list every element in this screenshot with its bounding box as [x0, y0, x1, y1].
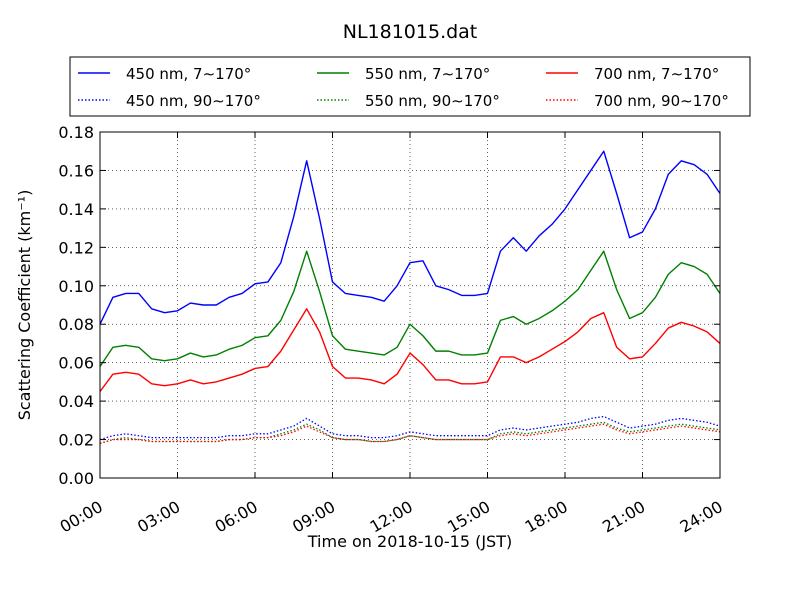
plot-area: 00:00 03:00 06:00 09:00 12:00 15:00 18:00 21:00… [57, 123, 726, 537]
legend-item: 550 nm, 90∼170° [317, 92, 500, 110]
legend-item: 450 nm, 7∼170° [78, 65, 251, 83]
legend-item: 550 nm, 7∼170° [317, 65, 490, 83]
y-tick-label: 0.16 [58, 161, 94, 180]
legend-box [69, 56, 751, 117]
y-tick-label: 0.04 [58, 392, 94, 411]
legend-label: 700 nm, 7∼170° [594, 65, 719, 83]
series-layer [99, 150, 721, 445]
x-axis-label: Time on 2018-10-15 (JST) [307, 532, 512, 551]
x-tick-label: 03:00 [134, 497, 183, 537]
y-tick-label: 0.02 [58, 431, 94, 450]
legend-item: 700 nm, 90∼170° [546, 92, 729, 110]
y-tick-label: 0.14 [58, 200, 94, 219]
legend-label: 450 nm, 90∼170° [126, 92, 261, 110]
x-tick-label: 00:00 [57, 497, 106, 537]
x-tick-label: 09:00 [289, 497, 338, 537]
y-tick-label: 0.00 [58, 469, 94, 488]
y-tick-label: 0.06 [58, 354, 94, 373]
series-line-3 [99, 415, 721, 441]
legend: 450 nm, 7∼170° 550 nm, 7∼170° 700 nm, 7∼17… [69, 56, 751, 117]
y-tick-label: 0.18 [58, 123, 94, 142]
y-tick-label: 0.08 [58, 315, 94, 334]
x-tick-label: 21:00 [599, 497, 648, 537]
grid [100, 132, 720, 478]
legend-label: 550 nm, 90∼170° [365, 92, 500, 110]
legend-item: 700 nm, 7∼170° [546, 65, 719, 83]
x-tick-label: 15:00 [444, 497, 493, 537]
legend-label: 550 nm, 7∼170° [365, 65, 490, 83]
x-tick-label: 18:00 [522, 497, 571, 537]
y-axis: 0.00 0.02 0.04 0.06 0.08 0.10 0.12 0.14 0.16 0.18 [58, 123, 720, 488]
y-tick-label: 0.10 [58, 277, 94, 296]
x-tick-label: 06:00 [212, 497, 261, 537]
series-line-2 [99, 308, 721, 392]
y-axis-label: Scattering Coefficient (km⁻¹) [15, 190, 34, 421]
series-line-0 [99, 150, 721, 325]
x-tick-label: 12:00 [367, 497, 416, 537]
y-tick-label: 0.12 [58, 238, 94, 257]
legend-item: 450 nm, 90∼170° [78, 92, 261, 110]
x-tick-label: 24:00 [677, 497, 726, 537]
legend-label: 450 nm, 7∼170° [126, 65, 251, 83]
legend-label: 700 nm, 90∼170° [594, 92, 729, 110]
series-line-1 [99, 250, 721, 367]
chart-title: NL181015.dat [343, 21, 478, 43]
series-line-5 [99, 423, 721, 445]
